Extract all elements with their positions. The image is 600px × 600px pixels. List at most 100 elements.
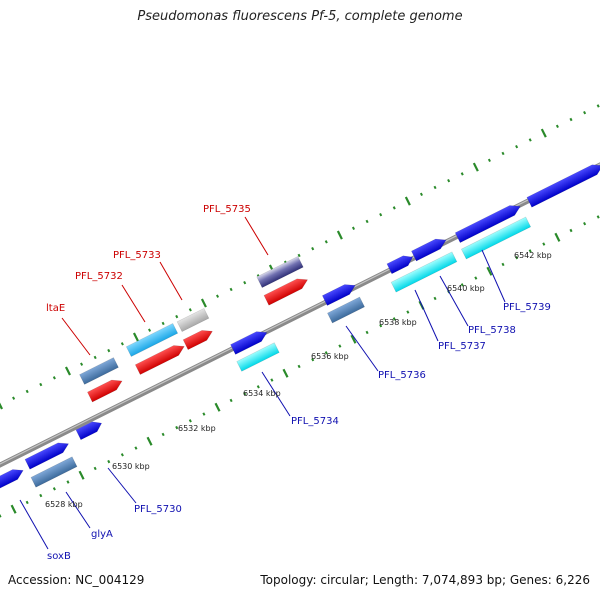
- tick-mark: [460, 172, 464, 176]
- gene-block-7: [454, 205, 521, 243]
- tick-mark: [365, 330, 369, 335]
- gene-block-pfl-5735: [256, 255, 304, 289]
- kbp-label-6536: 6536 kbp: [311, 352, 349, 361]
- tick-mark: [379, 212, 383, 217]
- tick-mark: [596, 104, 600, 108]
- tick-mark: [350, 334, 357, 344]
- tick-mark: [146, 436, 153, 446]
- leader-pfl-5732: [121, 284, 146, 323]
- leader-pfl-5730: [107, 467, 137, 504]
- leader-pfl-5734: [261, 371, 291, 417]
- gene-block-soxb-upper: [0, 469, 24, 491]
- tick-mark: [0, 514, 2, 518]
- gene-block-pfl-5736: [327, 296, 365, 324]
- tick-mark: [419, 192, 423, 196]
- gene-block-1: [24, 442, 70, 470]
- tick-mark: [120, 453, 124, 457]
- tick-mark: [10, 504, 17, 514]
- tick-mark: [554, 232, 561, 242]
- gene-block-8: [526, 164, 600, 208]
- tick-mark: [270, 378, 274, 382]
- tick-mark: [107, 459, 111, 464]
- tick-mark: [487, 158, 491, 162]
- tick-mark: [12, 396, 16, 400]
- gene-label-pfl-5735: PFL_5735: [203, 204, 251, 215]
- tick-mark: [243, 391, 247, 396]
- leader-glya: [65, 491, 91, 529]
- leader-pfl-5738: [439, 275, 469, 327]
- tick-mark: [120, 342, 124, 346]
- kbp-label-6528: 6528 kbp: [45, 500, 83, 509]
- tick-mark: [134, 446, 138, 450]
- tick-mark: [474, 276, 478, 280]
- tick-mark: [540, 128, 547, 138]
- tick-mark: [324, 240, 328, 244]
- tick-mark: [93, 355, 97, 360]
- tick-mark: [161, 432, 165, 437]
- leader-pfl-5739: [481, 249, 506, 303]
- gene-block-red-4: [263, 278, 309, 306]
- tick-mark: [25, 389, 29, 394]
- tick-mark: [297, 364, 301, 369]
- gene-label-pfl-5732: PFL_5732: [75, 271, 123, 282]
- tick-mark: [406, 310, 410, 314]
- tick-mark: [569, 117, 573, 122]
- tick-mark: [297, 253, 301, 258]
- tick-mark: [404, 196, 411, 206]
- tick-mark: [0, 402, 3, 410]
- leader-pfl-5737: [414, 289, 439, 342]
- gene-block-pfl-5738: [460, 216, 532, 260]
- gene-block-pfl-5733-gray: [176, 307, 210, 333]
- tick-mark: [515, 144, 519, 149]
- gene-block-red-2: [134, 345, 185, 375]
- outer-tick-ring: [0, 104, 600, 410]
- tick-mark: [311, 246, 315, 251]
- gene-features: [0, 164, 600, 491]
- kbp-label-6538: 6538 kbp: [379, 318, 417, 327]
- leader-pfl-5735: [244, 216, 269, 256]
- tick-mark: [214, 402, 221, 412]
- tick-mark: [229, 287, 233, 292]
- tick-mark: [569, 228, 573, 233]
- leader-soxb: [19, 499, 49, 550]
- tick-mark: [52, 487, 56, 491]
- gene-block-pfl-5737: [390, 251, 458, 293]
- tick-mark: [447, 178, 451, 183]
- tick-mark: [175, 314, 179, 319]
- gene-block-6: [411, 238, 447, 262]
- tick-mark: [64, 366, 71, 376]
- tick-mark: [188, 419, 192, 423]
- gene-block-3: [230, 331, 268, 355]
- gene-label-pfl-5730: PFL_5730: [134, 504, 182, 515]
- tick-mark: [202, 412, 206, 416]
- tick-mark: [256, 385, 260, 389]
- gene-label-pfl-5738: PFL_5738: [468, 325, 516, 336]
- gene-label-ltae: ltaE: [46, 303, 65, 314]
- gene-block-glya: [30, 456, 78, 488]
- tick-mark: [596, 215, 600, 219]
- gene-label-pfl-5737: PFL_5737: [438, 341, 486, 352]
- tick-mark: [583, 222, 587, 226]
- tick-mark: [39, 493, 43, 498]
- gene-block-red-1: [87, 379, 123, 403]
- gene-block-ltae: [79, 357, 119, 385]
- tick-mark: [460, 283, 464, 287]
- tick-mark: [338, 344, 342, 348]
- gene-label-pfl-5739: PFL_5739: [503, 302, 551, 313]
- map-title: Pseudomonas fluorescens Pf-5, complete g…: [137, 9, 463, 24]
- kbp-label-6540: 6540 kbp: [447, 284, 485, 293]
- gene-label-pfl-5734: PFL_5734: [291, 416, 339, 427]
- accession-text: Accession: NC_004129: [8, 573, 145, 587]
- gene-block-pfl-5734: [236, 342, 280, 372]
- tick-mark: [107, 348, 111, 353]
- leader-pfl-5733: [159, 261, 183, 301]
- tick-mark: [52, 376, 56, 380]
- tick-mark: [148, 328, 152, 332]
- gene-block-5: [386, 255, 414, 275]
- gene-block-red-3: [182, 330, 213, 351]
- tick-mark: [583, 111, 587, 115]
- tick-mark: [336, 230, 343, 240]
- tick-mark: [365, 219, 369, 224]
- tick-mark: [282, 368, 289, 378]
- gene-label-pfl-5736: PFL_5736: [378, 370, 426, 381]
